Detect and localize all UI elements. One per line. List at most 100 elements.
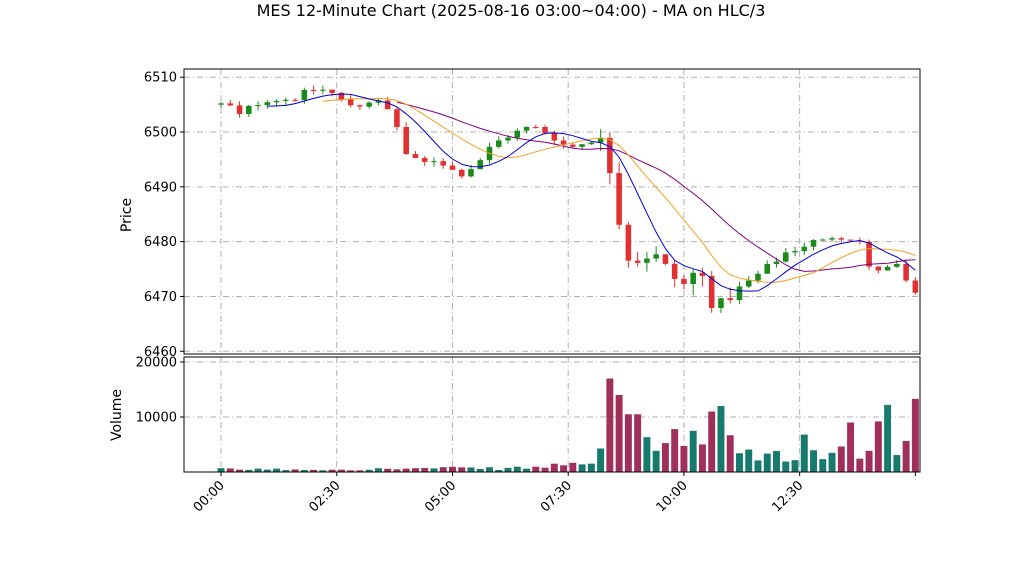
volume-bar: [384, 468, 392, 472]
candle-body: [875, 266, 882, 271]
volume-bar: [689, 430, 697, 472]
price-tick-label: 6470: [144, 290, 177, 305]
volume-bar: [726, 435, 734, 472]
volume-bar: [291, 469, 299, 472]
volume-axis-label: Volume: [109, 389, 125, 441]
volume-bar: [495, 470, 503, 472]
candle-body: [597, 137, 604, 143]
volume-bar: [328, 469, 336, 472]
candle-body: [588, 142, 595, 145]
volume-bar: [578, 464, 586, 472]
volume-bar: [300, 470, 308, 472]
candle-body: [792, 251, 798, 253]
volume-bar: [819, 459, 827, 472]
candle-body: [634, 260, 641, 263]
volume-bar: [467, 467, 475, 472]
volume-bar: [763, 453, 771, 472]
volume-bar: [504, 467, 512, 472]
volume-bar: [782, 461, 790, 472]
volume-bar: [411, 468, 419, 472]
x-tick-label: 07:30: [538, 478, 575, 515]
candle-body: [320, 89, 326, 91]
volume-bar: [736, 453, 743, 472]
candle-body: [690, 272, 696, 285]
volume-bar: [606, 378, 614, 472]
volume-bar: [347, 470, 355, 472]
volume-bar: [421, 467, 429, 472]
candle-body: [458, 169, 465, 177]
candle-body: [292, 99, 298, 101]
volume-bar: [671, 429, 679, 472]
candle-body: [421, 158, 428, 162]
candle-body: [644, 258, 650, 263]
volume-bar: [911, 398, 919, 472]
candle-body: [505, 137, 511, 141]
volume-bar: [680, 445, 688, 472]
volume-tick-label: 20000: [136, 356, 177, 371]
candle-body: [384, 100, 391, 110]
volume-bar: [560, 465, 568, 472]
volume-bar: [319, 470, 327, 472]
x-tick-label: 05:00: [422, 478, 459, 515]
candle-body: [671, 263, 678, 279]
ma-fast-line: [267, 93, 916, 292]
x-tick-label: 00:00: [191, 478, 228, 515]
volume-bar: [884, 404, 892, 472]
candle-body: [782, 252, 789, 262]
volume-bar: [523, 468, 531, 472]
volume-bar: [856, 458, 864, 472]
candle-body: [866, 241, 872, 267]
candle-body: [764, 263, 771, 274]
volume-bar: [365, 469, 373, 472]
candle-body: [708, 275, 715, 309]
candle-body: [607, 137, 613, 174]
candle-body: [625, 224, 632, 261]
price-axis-label: Price: [119, 198, 135, 232]
volume-bar: [624, 414, 632, 472]
candle-body: [699, 272, 706, 276]
candle-body: [431, 161, 437, 163]
volume-bar: [254, 468, 262, 472]
x-tick-label: 12:30: [769, 478, 806, 515]
volume-bar: [587, 463, 595, 472]
volume-bar: [569, 462, 577, 472]
volume-frame: [183, 356, 921, 473]
candle-body: [403, 126, 409, 155]
volume-tick-label: 10000: [136, 411, 177, 426]
candle-body: [570, 144, 576, 147]
volume-bar: [476, 468, 484, 472]
candle-body: [523, 126, 530, 131]
volume-bar: [245, 469, 253, 472]
candle-body: [394, 109, 400, 127]
volume-bar: [449, 466, 456, 472]
candle-body: [903, 263, 909, 281]
candle-body: [357, 105, 363, 107]
candle-body: [468, 169, 474, 177]
price-tick-label: 6490: [144, 180, 177, 195]
volume-bar: [615, 395, 623, 472]
candle-body: [727, 298, 733, 301]
candle-body: [745, 280, 752, 287]
candle-body: [310, 89, 317, 91]
volume-bar: [597, 448, 605, 472]
volume-bar: [263, 469, 271, 472]
volume-bar: [541, 467, 549, 472]
volume-bar: [754, 460, 762, 472]
candle-body: [829, 238, 835, 240]
candle-body: [366, 102, 372, 107]
candle-body: [681, 278, 687, 285]
volume-bar: [745, 449, 753, 472]
volume-bar: [486, 467, 493, 472]
candle-body: [838, 238, 845, 240]
candle-body: [542, 126, 548, 134]
candle-body: [810, 240, 817, 247]
price-tick-label: 6460: [144, 345, 177, 360]
volume-bar: [402, 468, 410, 472]
volume-bar: [532, 466, 540, 472]
volume-bar: [310, 469, 318, 472]
volume-bar: [374, 468, 382, 472]
volume-bar: [698, 444, 706, 472]
volume-bar: [810, 450, 818, 472]
volume-bar: [865, 450, 873, 472]
volume-bar: [337, 469, 345, 472]
